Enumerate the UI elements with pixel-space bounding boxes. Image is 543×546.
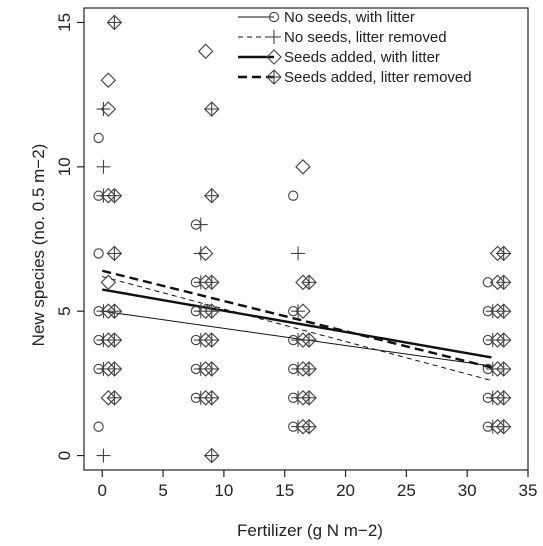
fit-line-3 bbox=[102, 288, 492, 359]
data-point-series-2 bbox=[193, 246, 208, 261]
data-point-series-3 bbox=[197, 332, 214, 348]
x-tick-label: 0 bbox=[98, 481, 107, 500]
legend-label-3: Seeds added, with litter bbox=[284, 49, 440, 66]
data-point-series-2 bbox=[291, 304, 306, 319]
data-point-series-3 bbox=[197, 361, 214, 377]
fit-line-2 bbox=[102, 276, 492, 381]
data-point-series-4 bbox=[495, 303, 512, 319]
data-point-series-3 bbox=[100, 187, 117, 204]
data-point-series-3 bbox=[295, 390, 311, 406]
data-point-series-2 bbox=[291, 246, 306, 261]
x-tick-label: 5 bbox=[158, 481, 167, 500]
x-axis-label: Fertilizer (g N m−2) bbox=[237, 521, 383, 540]
data-point-series-3 bbox=[295, 159, 311, 175]
legend-label-1: No seeds, with litter bbox=[284, 9, 415, 26]
data-point-series-4 bbox=[203, 274, 220, 291]
data-point-series-3 bbox=[295, 361, 311, 377]
data-point-series-2 bbox=[96, 159, 111, 174]
data-point-series-1 bbox=[93, 421, 104, 432]
data-point-series-4 bbox=[106, 187, 123, 204]
data-point-series-4 bbox=[495, 245, 512, 262]
data-point-series-4 bbox=[301, 332, 317, 348]
data-point-series-4 bbox=[301, 274, 317, 291]
data-point-series-4 bbox=[203, 303, 220, 319]
data-point-series-4 bbox=[203, 361, 220, 377]
data-point-series-3 bbox=[100, 390, 117, 406]
data-point-series-4 bbox=[495, 418, 512, 435]
data-point-series-3 bbox=[295, 418, 311, 435]
x-tick-label: 20 bbox=[336, 481, 355, 500]
legend-marker-1 bbox=[268, 11, 280, 23]
data-point-series-3 bbox=[489, 245, 506, 262]
data-point-series-4 bbox=[495, 390, 512, 406]
data-point-series-4 bbox=[301, 361, 317, 377]
legend-label-2: No seeds, litter removed bbox=[284, 29, 447, 46]
data-point-series-3 bbox=[197, 303, 214, 319]
data-point-series-3 bbox=[489, 274, 506, 291]
data-point-series-4 bbox=[106, 390, 123, 406]
data-point-series-4 bbox=[495, 332, 512, 348]
x-tick-label: 15 bbox=[275, 481, 294, 500]
data-point-series-3 bbox=[295, 303, 311, 319]
x-tick-label: 35 bbox=[519, 481, 538, 500]
data-point-series-4 bbox=[106, 245, 123, 262]
plot-frame bbox=[83, 7, 529, 471]
data-point-series-4 bbox=[495, 361, 512, 377]
data-point-series-2 bbox=[96, 102, 111, 117]
fit-line-4 bbox=[101, 269, 492, 369]
data-point-series-4 bbox=[106, 14, 123, 31]
y-tick-label: 5 bbox=[55, 306, 74, 315]
data-point-series-3 bbox=[100, 72, 117, 88]
legend-label-4: Seeds added, litter removed bbox=[284, 69, 472, 86]
x-tick-label: 30 bbox=[458, 481, 477, 500]
y-tick-label: 0 bbox=[55, 451, 74, 460]
data-point-series-2 bbox=[193, 217, 208, 232]
x-tick-label: 25 bbox=[397, 481, 416, 500]
data-point-series-3 bbox=[197, 390, 214, 406]
data-point-series-3 bbox=[489, 390, 506, 406]
data-point-series-3 bbox=[197, 274, 214, 291]
data-point-series-1 bbox=[93, 132, 104, 144]
data-point-series-3 bbox=[489, 361, 506, 377]
data-point-series-1 bbox=[288, 190, 299, 201]
data-point-series-3 bbox=[197, 245, 214, 262]
data-point-series-4 bbox=[106, 332, 123, 348]
data-point-series-3 bbox=[100, 274, 117, 291]
data-point-series-3 bbox=[489, 418, 506, 435]
legend-marker-3 bbox=[266, 49, 282, 65]
data-point-series-3 bbox=[197, 43, 214, 60]
data-point-series-1 bbox=[482, 277, 494, 288]
data-point-series-3 bbox=[295, 332, 311, 348]
y-tick-label: 10 bbox=[55, 157, 74, 176]
data-point-series-4 bbox=[106, 303, 123, 319]
data-point-series-4 bbox=[106, 361, 123, 377]
data-point-series-1 bbox=[93, 248, 104, 259]
data-point-series-4 bbox=[301, 418, 317, 435]
y-tick-label: 15 bbox=[55, 13, 74, 32]
data-point-series-3 bbox=[295, 274, 311, 291]
data-point-series-3 bbox=[100, 101, 117, 117]
data-point-series-4 bbox=[495, 274, 512, 291]
data-point-series-4 bbox=[203, 101, 220, 117]
data-point-series-4 bbox=[301, 390, 317, 406]
data-point-series-4 bbox=[203, 187, 220, 204]
y-axis-label: New species (no. 0.5 m−2) bbox=[29, 144, 48, 347]
data-point-series-3 bbox=[100, 303, 117, 319]
data-point-series-4 bbox=[203, 332, 220, 348]
data-point-series-2 bbox=[96, 448, 111, 463]
data-point-series-3 bbox=[100, 361, 117, 377]
data-point-series-4 bbox=[203, 390, 220, 406]
x-tick-label: 10 bbox=[214, 481, 233, 500]
data-point-series-3 bbox=[489, 303, 506, 319]
legend-marker-2 bbox=[267, 30, 281, 44]
data-point-series-3 bbox=[100, 332, 117, 348]
legend-marker-4 bbox=[266, 69, 282, 85]
data-point-series-4 bbox=[203, 447, 220, 464]
data-point-series-3 bbox=[489, 332, 506, 348]
